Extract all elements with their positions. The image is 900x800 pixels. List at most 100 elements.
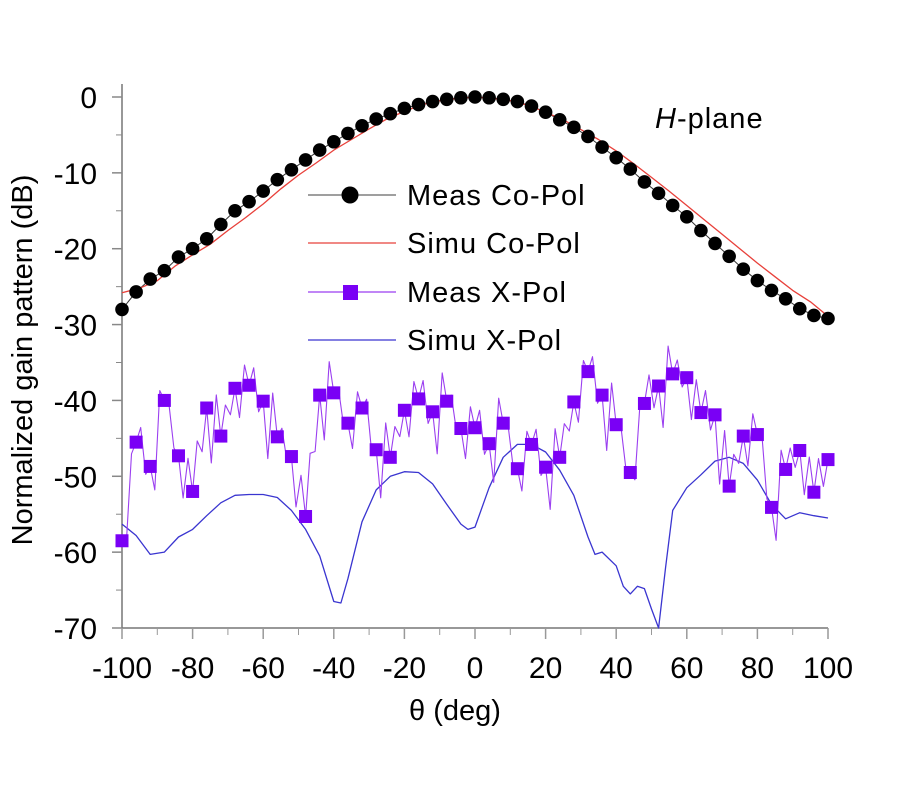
marker-meas-x-pol: [341, 416, 355, 430]
marker-meas-co-pol: [115, 302, 129, 317]
plane-annotation: H-plane: [655, 103, 764, 135]
marker-meas-co-pol: [651, 186, 666, 201]
marker-meas-x-pol: [313, 388, 327, 402]
marker-meas-co-pol: [228, 203, 242, 218]
marker-meas-x-pol: [821, 453, 835, 467]
marker-meas-co-pol: [397, 101, 412, 116]
x-tick-label: 20: [529, 652, 562, 685]
y-tick-label: -40: [54, 385, 97, 418]
marker-meas-co-pol: [157, 263, 172, 278]
plane-annotation-italic: H: [655, 103, 677, 135]
marker-meas-x-pol: [750, 428, 764, 442]
marker-meas-x-pol: [567, 395, 581, 409]
marker-meas-co-pol: [750, 273, 765, 288]
marker-meas-co-pol: [792, 301, 807, 316]
marker-meas-co-pol: [369, 112, 383, 126]
marker-meas-x-pol: [722, 479, 736, 493]
marker-meas-co-pol: [171, 250, 186, 264]
marker-meas-co-pol: [637, 175, 652, 189]
marker-meas-co-pol: [595, 140, 609, 154]
marker-meas-x-pol: [186, 484, 200, 498]
marker-meas-co-pol: [694, 223, 708, 238]
marker-meas-co-pol: [708, 236, 722, 251]
marker-meas-x-pol: [383, 450, 397, 464]
marker-meas-co-pol: [778, 291, 793, 306]
marker-meas-x-pol: [524, 437, 538, 451]
marker-meas-x-pol: [779, 462, 793, 476]
marker-meas-co-pol: [327, 134, 341, 149]
marker-meas-co-pol: [665, 198, 680, 213]
marker-meas-x-pol: [793, 443, 807, 457]
x-ticks: -100 -80 -60 -40 -20 0 20 40 60 80 100: [92, 628, 853, 685]
legend: Meas Co-Pol Simu Co-Pol Meas X-Pol Simu …: [308, 180, 586, 357]
marker-meas-co-pol: [567, 120, 581, 135]
marker-meas-co-pol: [242, 194, 256, 209]
x-tick-label: -40: [312, 652, 355, 685]
marker-meas-x-pol: [256, 394, 270, 408]
legend-label-simu-co-pol: Simu Co-Pol: [407, 228, 581, 260]
marker-meas-co-pol: [270, 172, 285, 187]
y-axis-title: Normalized gain pattern (dB): [7, 175, 39, 546]
legend-entry-meas-co-pol: Meas Co-Pol: [308, 180, 586, 212]
marker-meas-x-pol: [228, 381, 242, 395]
legend-entry-simu-co-pol: Simu Co-Pol: [308, 228, 581, 260]
marker-meas-co-pol: [143, 272, 158, 286]
marker-meas-x-pol: [652, 379, 666, 393]
marker-meas-co-pol: [439, 92, 454, 107]
marker-meas-x-pol: [454, 421, 468, 435]
marker-meas-x-pol: [270, 430, 284, 444]
marker-meas-x-pol: [666, 367, 680, 381]
legend-marker-square: [343, 285, 358, 300]
marker-meas-co-pol: [609, 150, 623, 165]
x-tick-label: -80: [171, 652, 214, 685]
marker-meas-co-pol: [581, 129, 595, 144]
marker-meas-x-pol: [765, 500, 779, 514]
marker-meas-co-pol: [482, 90, 496, 105]
x-tick-label: -100: [92, 652, 152, 685]
marker-meas-x-pol: [595, 388, 609, 402]
y-tick-label: -30: [54, 310, 97, 343]
marker-meas-co-pol: [736, 262, 751, 276]
marker-meas-x-pol: [496, 416, 510, 430]
series-line-meas-x-pol: [121, 345, 829, 542]
marker-meas-x-pol: [482, 437, 496, 451]
marker-meas-co-pol: [821, 311, 835, 326]
marker-meas-x-pol: [581, 365, 595, 379]
marker-meas-x-pol: [412, 392, 426, 406]
marker-meas-co-pol: [524, 99, 539, 113]
y-tick-label: 0: [80, 82, 97, 115]
marker-meas-x-pol: [468, 421, 482, 435]
marker-meas-co-pol: [425, 94, 440, 109]
x-tick-label: 40: [600, 652, 633, 685]
axes: 0-10-20-30-40-50-60-70 -100 -80 -60 -40 -20 0…: [54, 82, 853, 685]
y-tick-label: -50: [54, 461, 97, 494]
marker-meas-co-pol: [680, 210, 694, 224]
marker-meas-x-pol: [157, 393, 171, 407]
x-tick-label: 0: [467, 652, 484, 685]
y-tick-label: -60: [54, 537, 97, 570]
marker-meas-co-pol: [214, 217, 228, 232]
y-tick-label: -10: [54, 158, 97, 191]
marker-meas-co-pol: [807, 308, 821, 323]
marker-meas-co-pol: [623, 162, 638, 176]
x-tick-label: -20: [383, 652, 426, 685]
marker-meas-x-pol: [200, 401, 214, 415]
marker-meas-co-pol: [256, 184, 271, 198]
marker-meas-x-pol: [609, 418, 623, 432]
marker-meas-x-pol: [355, 401, 369, 415]
marker-meas-co-pol: [764, 283, 779, 298]
marker-meas-x-pol: [299, 509, 313, 523]
marker-meas-x-pol: [694, 406, 708, 420]
plane-annotation-rest: -plane: [677, 103, 764, 135]
marker-meas-x-pol: [115, 534, 129, 548]
marker-meas-co-pol: [411, 97, 426, 112]
legend-label-meas-x-pol: Meas X-Pol: [407, 277, 567, 309]
marker-meas-x-pol: [214, 429, 228, 443]
marker-meas-x-pol: [637, 396, 651, 410]
legend-marker-circle: [341, 186, 359, 204]
marker-meas-co-pol: [538, 105, 553, 119]
x-tick-label: 100: [803, 652, 853, 685]
legend-label-meas-co-pol: Meas Co-Pol: [407, 180, 586, 212]
marker-meas-x-pol: [539, 460, 553, 474]
